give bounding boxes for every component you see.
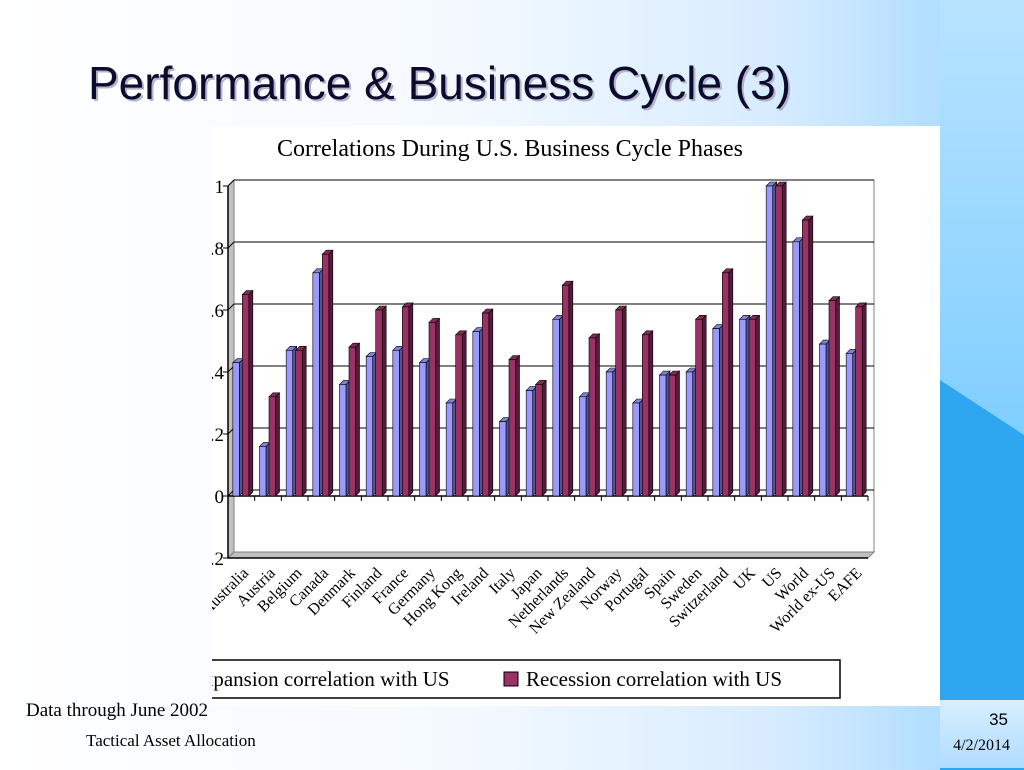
bar-recession [695, 319, 703, 497]
bar-expansion [445, 402, 453, 497]
legend-label-recession: Recession correlation with US [526, 667, 782, 691]
bar-recession [642, 334, 650, 497]
bar-expansion [685, 371, 693, 497]
bar-side [248, 289, 254, 497]
bar-side [728, 268, 734, 497]
bar-recession [295, 350, 303, 497]
bar-side [488, 308, 494, 497]
bar-expansion [739, 319, 747, 497]
bar-recession [668, 374, 676, 497]
slide-title: Performance & Business Cycle (3) [88, 57, 792, 109]
bar-expansion [792, 241, 800, 497]
bar-side [621, 305, 627, 497]
bar-side [835, 295, 840, 497]
bar-side [595, 333, 600, 497]
bar-side [301, 345, 307, 497]
bar-recession [748, 319, 756, 497]
bar-side [861, 302, 867, 497]
bar-side [381, 305, 387, 497]
bar-recession [375, 309, 383, 497]
bar-recession [615, 309, 623, 497]
y-tick-label: -0.2 [212, 549, 224, 570]
bar-recession [535, 384, 543, 497]
bar-expansion [419, 362, 427, 497]
y-tick-label: 0.8 [212, 239, 224, 260]
bar-expansion [525, 390, 533, 497]
bar-side [808, 215, 814, 497]
slide-date: 4/2/2014 [953, 737, 1010, 754]
bar-side [675, 370, 680, 497]
bar-side [648, 330, 654, 497]
bar-side [541, 379, 547, 497]
bar-side [328, 249, 334, 497]
y-tick-label: 0 [215, 487, 225, 508]
bar-side [461, 330, 467, 497]
bar-recession [828, 300, 836, 497]
bar-expansion [392, 350, 400, 497]
bar-side [355, 342, 360, 497]
bar-expansion [632, 402, 640, 497]
bar-recession [402, 306, 410, 497]
bar-expansion [712, 328, 720, 497]
bar-recession [775, 185, 783, 497]
bar-expansion [365, 356, 373, 497]
bar-expansion [819, 343, 827, 497]
bar-expansion [579, 396, 587, 497]
bar-expansion [339, 384, 347, 497]
bar-side [755, 314, 760, 497]
background-strip [940, 700, 1024, 768]
gridline-side [227, 303, 235, 311]
bar-expansion [259, 446, 267, 497]
chart-panel: Correlations During U.S. Business Cycle … [212, 126, 940, 706]
bar-expansion [845, 353, 853, 497]
bar-expansion [472, 331, 480, 497]
bar-recession [722, 272, 730, 497]
y-tick-label: 0.6 [212, 301, 224, 322]
bar-side [275, 392, 280, 497]
bar-side [568, 280, 574, 497]
bar-side [435, 317, 440, 497]
bar-recession [455, 334, 463, 497]
course-name: Tactical Asset Allocation [86, 731, 256, 750]
bar-expansion [232, 362, 240, 497]
bar-expansion [285, 350, 293, 497]
bar-expansion [765, 185, 773, 497]
legend-box [212, 659, 841, 699]
data-note: Data through June 2002 [26, 700, 209, 721]
bar-recession [588, 337, 596, 497]
bar-recession [242, 294, 250, 497]
bar-recession [508, 359, 516, 497]
plot-floor [226, 551, 876, 559]
bar-recession [348, 346, 356, 497]
legend-label-expansion: Expansion correlation with US [212, 667, 450, 691]
bar-side [781, 181, 787, 497]
bar-recession [482, 312, 490, 497]
y-tick-label: 0.2 [212, 425, 224, 446]
chart-title: Correlations During U.S. Business Cycle … [277, 136, 743, 162]
bar-side [408, 302, 414, 497]
bar-chart: Correlations During U.S. Business Cycle … [212, 136, 876, 699]
bar-recession [428, 322, 436, 497]
legend-swatch-recession [503, 671, 519, 687]
bar-recession [855, 306, 863, 497]
bar-expansion [499, 421, 507, 497]
gridline-side [227, 179, 235, 187]
y-tick-label: 0.4 [212, 363, 225, 384]
bar-expansion [312, 272, 320, 497]
bar-expansion [659, 374, 667, 497]
slide-number: 35 [989, 710, 1008, 729]
bar-recession [562, 284, 570, 497]
x-category-label: UK [730, 564, 759, 593]
bar-expansion [605, 371, 613, 497]
gridline-side [227, 241, 235, 249]
bar-recession [802, 219, 810, 497]
bar-side [701, 314, 707, 497]
bar-expansion [552, 319, 560, 497]
y-tick-label: 1 [215, 177, 225, 198]
bar-side [515, 354, 520, 497]
bar-recession [322, 253, 330, 497]
bar-recession [268, 396, 276, 497]
